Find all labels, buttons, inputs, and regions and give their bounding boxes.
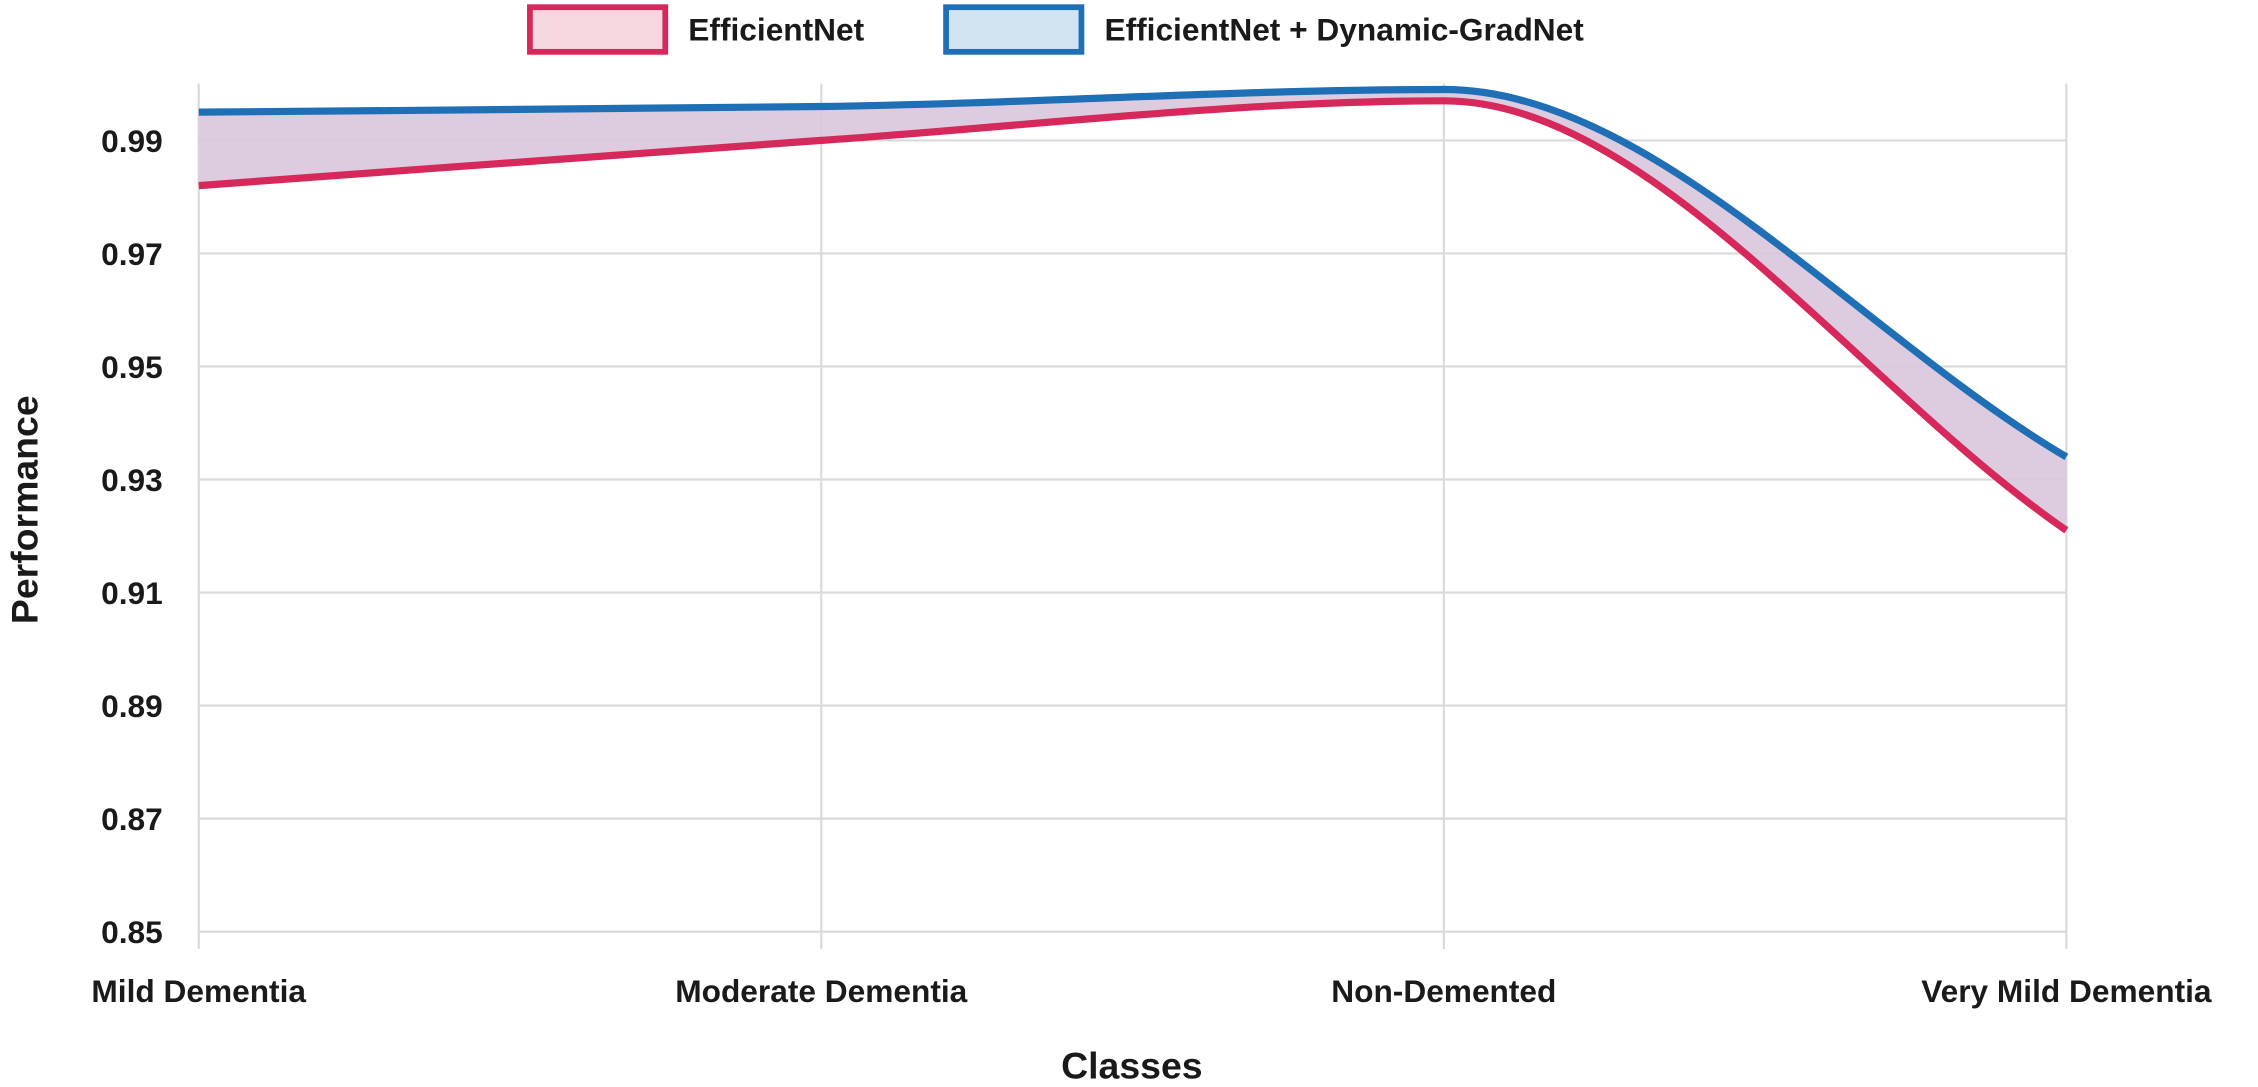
legend: EfficientNet EfficientNet + Dynamic-GradN… <box>527 4 1584 55</box>
x-tick-label: Mild Dementia <box>91 973 306 1009</box>
y-tick-label: 0.87 <box>101 801 163 837</box>
y-tick-label: 0.89 <box>101 688 163 724</box>
series-difference-band <box>198 89 2067 531</box>
legend-label: EfficientNet + Dynamic-GradNet <box>1104 11 1584 47</box>
x-tick-label: Moderate Dementia <box>675 973 967 1009</box>
y-tick-label: 0.99 <box>101 123 163 159</box>
y-tick-label: 0.85 <box>101 914 163 950</box>
legend-swatch <box>943 4 1085 55</box>
y-tick-label: 0.97 <box>101 236 163 272</box>
series-lines <box>198 85 2069 534</box>
series-line-efficientnet <box>198 97 2069 534</box>
series-line-efficientnet-dynamic-gradnet <box>198 85 2069 461</box>
x-tick-label: Very Mild Dementia <box>1921 973 2212 1009</box>
y-tick-label: 0.93 <box>101 462 163 498</box>
legend-label: EfficientNet <box>688 11 864 47</box>
legend-swatch <box>527 4 669 55</box>
x-axis-title: Classes <box>1061 1045 1202 1087</box>
y-tick-labels: 0.99 0.97 0.95 0.93 0.91 0.89 0.87 0.85 <box>101 123 163 950</box>
y-tick-label: 0.91 <box>101 575 163 611</box>
x-tick-label: Non-Demented <box>1331 973 1556 1009</box>
difference-bands <box>198 89 2067 531</box>
x-tick-labels: Mild Dementia Moderate Dementia Non-Dement… <box>91 973 2211 1009</box>
y-axis-title: Performance <box>3 395 45 624</box>
y-tick-label: 0.95 <box>101 349 163 385</box>
grid <box>197 83 2068 949</box>
